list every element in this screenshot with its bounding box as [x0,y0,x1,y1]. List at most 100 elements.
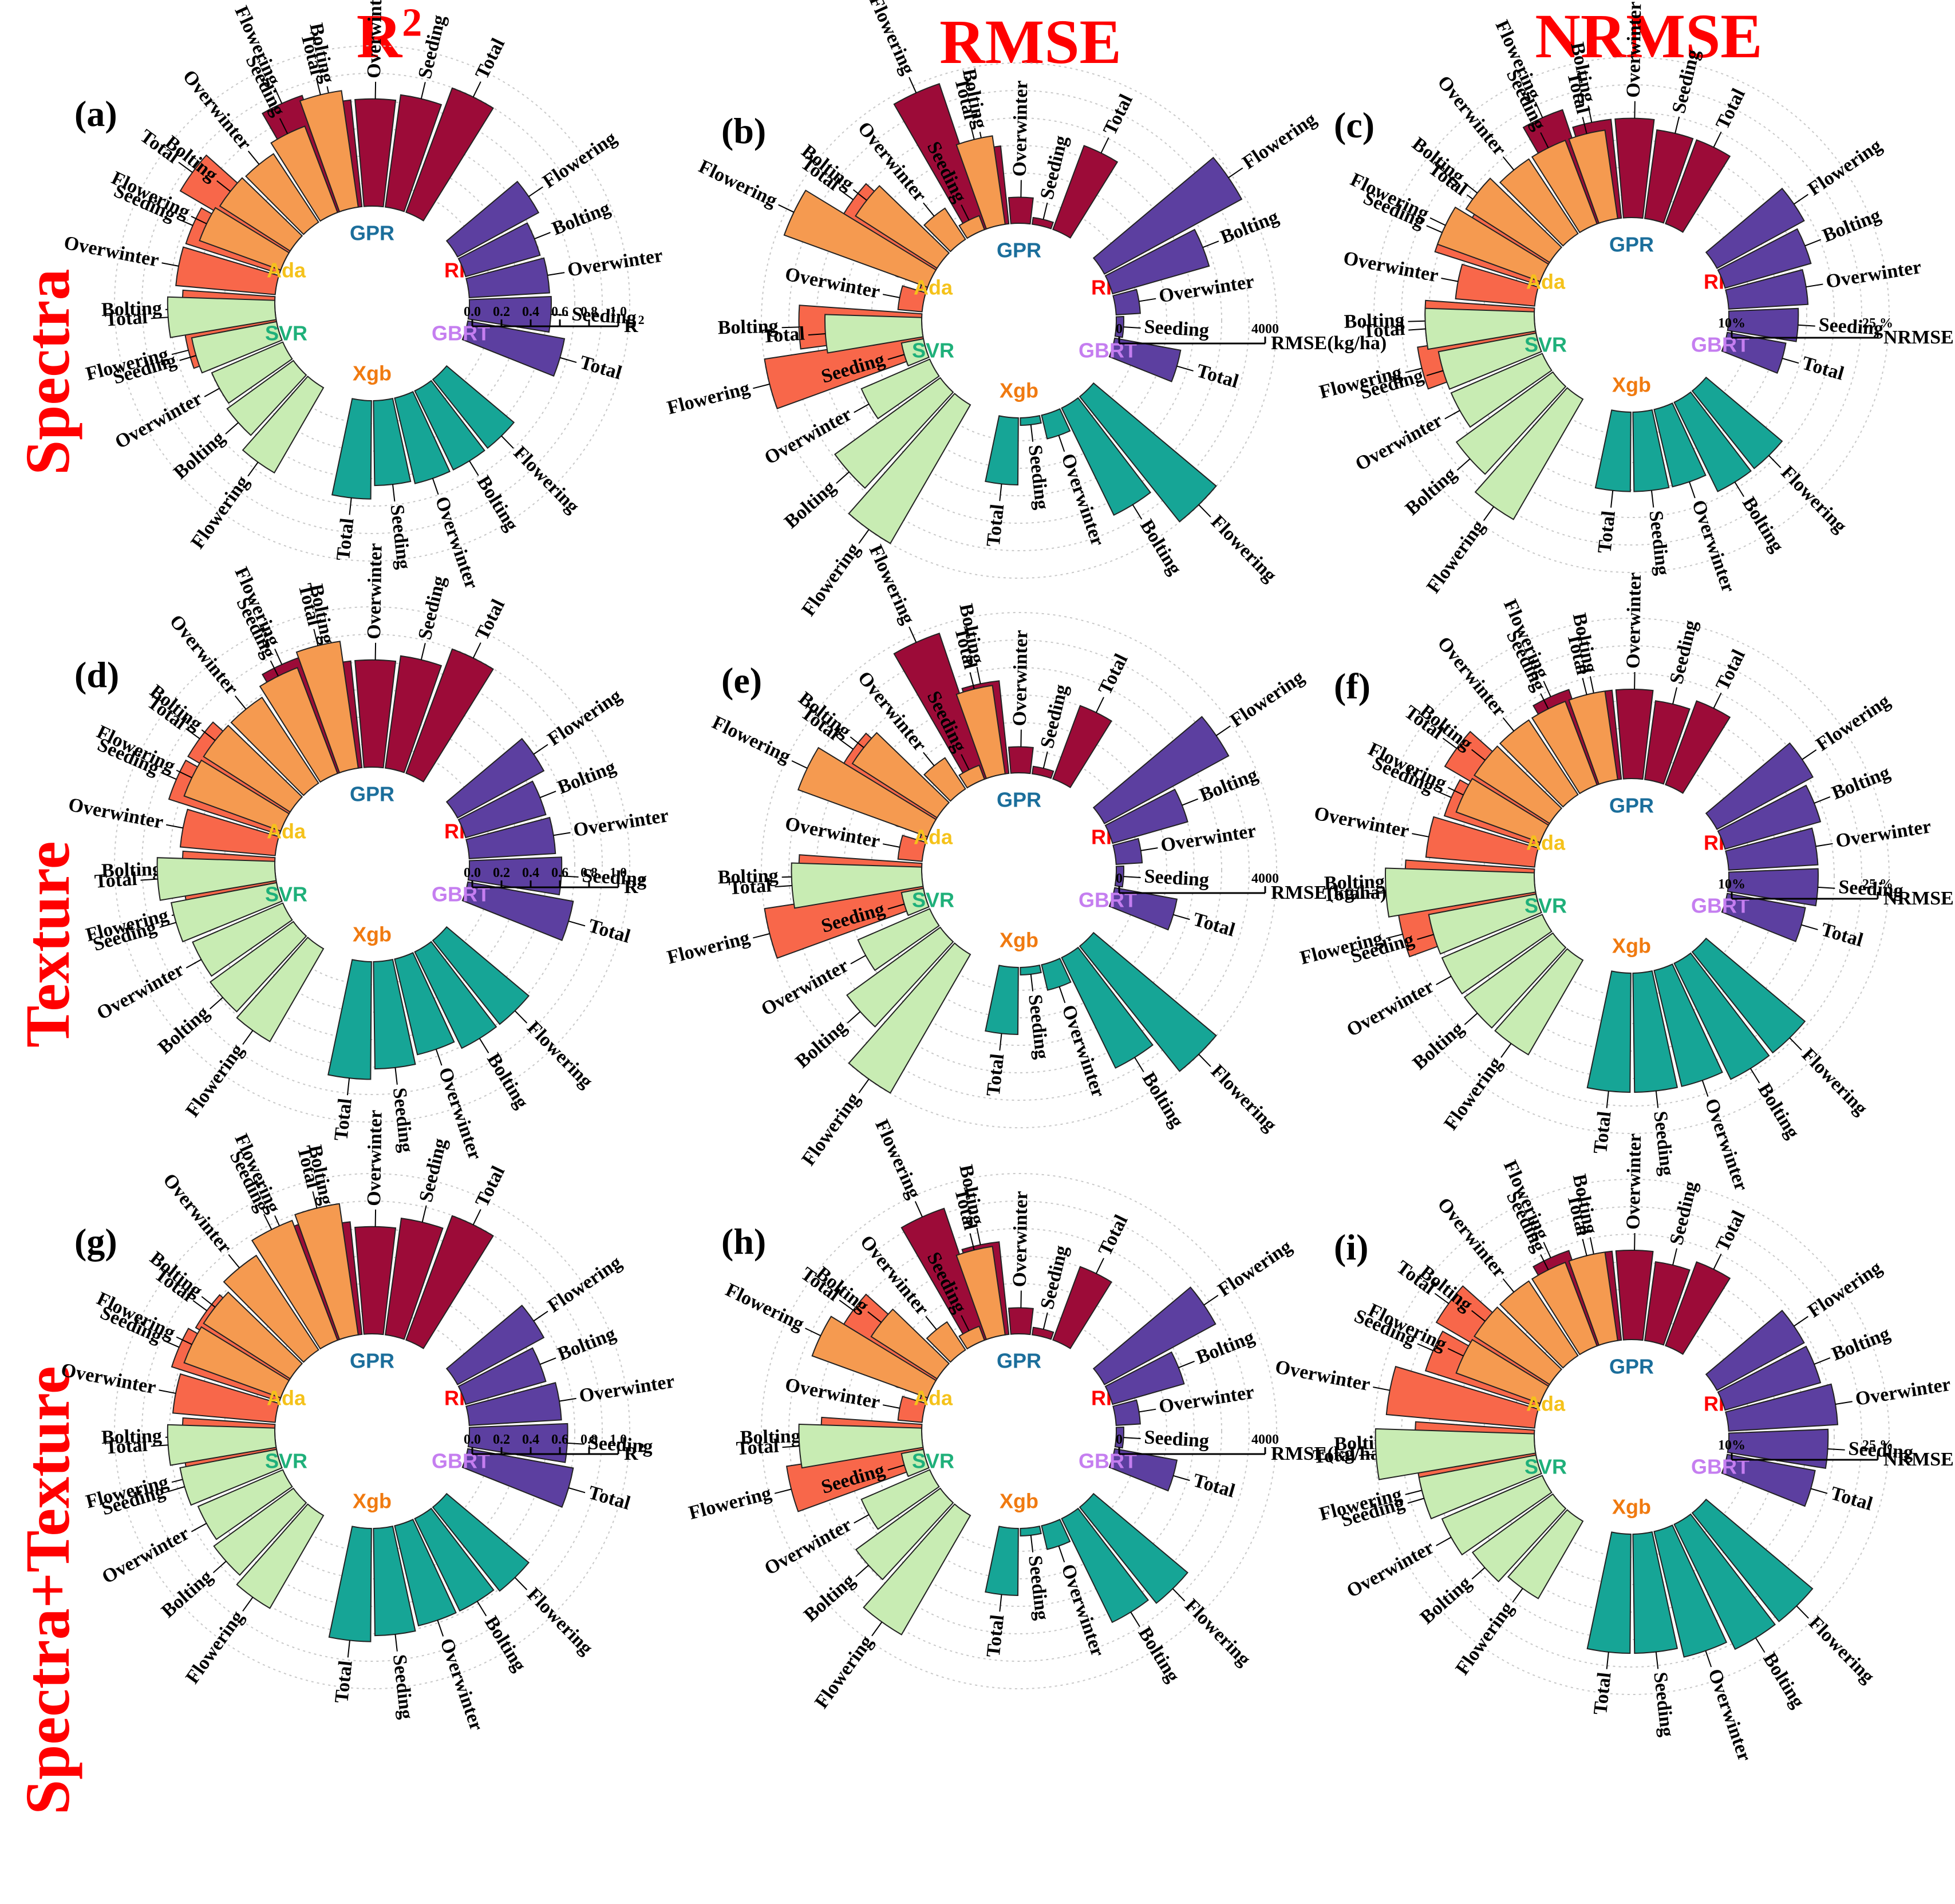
scale-label-sup: 2 [638,874,645,888]
stage-label: Overwinter [1854,1374,1952,1410]
leader-line [1436,975,1452,985]
stage-label: Bolting [483,1049,532,1112]
bar-gbrt-total [1721,331,1787,374]
stage-label: Flowering [865,0,919,78]
bar-ada-overwinter [223,1254,319,1363]
bar-rf-total [1664,139,1731,233]
leader-line [1535,101,1543,118]
bar-gbrt-total [461,320,566,377]
stage-label: Bolting [740,1425,801,1448]
leader-line [1782,358,1799,364]
bar-gbrt-total [461,881,574,941]
stage-label: Flowering [523,1584,597,1659]
grid-circle [141,1200,603,1662]
bar-gbrt-flowering [1705,1309,1805,1391]
leader-line [1202,240,1219,248]
leader-line [140,878,158,881]
bar-ada-bolting [1473,745,1563,824]
bar-ada-flowering [183,1326,290,1399]
leader-line [469,460,479,476]
scale-tick-label: 0.0 [464,866,481,880]
scale-tick-label: 0 [1116,322,1123,337]
bar-gpr-overwinter [1455,263,1539,307]
bar-svr-seeding [1428,893,1542,955]
leader-line [1835,1401,1853,1405]
bar-gbrt-overwinter [1725,827,1819,871]
bar-xgb-flowering [1079,382,1217,523]
leader-line [887,903,905,910]
scale-tick-label: 0.4 [522,305,539,319]
stage-label: Flowering [1812,690,1894,756]
leader-line [472,1209,481,1225]
bar-gbrt-bolting [1717,1345,1822,1411]
leader-line [1582,117,1587,134]
leader-line [1755,1637,1766,1653]
model-label-svr: SVR [912,1449,954,1473]
stage-label: Overwinter [578,1370,676,1407]
leader-line [1789,1037,1802,1051]
stage-label: Total [1095,1211,1132,1259]
bar-gbrt-seeding [1114,315,1124,338]
bar-svr-total [156,857,277,901]
stage-label: Overwinter [364,1109,386,1206]
bar-svr-total [798,1423,924,1469]
leader-line [909,77,917,93]
panel-a: (a)FloweringBoltingOverwinterSeedingTota… [62,0,665,592]
bar-ada-overwinter [926,1321,966,1363]
model-label-gbrt: GBRT [1691,894,1749,918]
stage-label: Total [104,1435,148,1459]
bar-ada-overwinter [230,696,319,796]
stage-label: Overwinter [66,794,165,833]
leader-line [858,1079,870,1093]
bar-rf-seeding [1644,1261,1691,1346]
scale-tick-label: 4000 [1251,871,1279,886]
stage-label: Bolting [717,865,779,888]
bar-svr-overwinter [1441,914,1553,995]
leader-line [1182,798,1199,806]
stage-label: Flowering [1777,462,1851,537]
leader-line [514,1577,528,1590]
stage-label: Total [1828,1483,1875,1515]
stage-label: Overwinter [62,232,161,271]
leader-line [882,843,900,848]
leader-line [1650,490,1654,508]
panel-h: (h)FloweringBoltingOverwinterSeedingTota… [686,1116,1387,1712]
bar-gbrt-total [1721,892,1806,942]
leader-line [1502,156,1515,171]
leader-line [160,772,177,780]
bar-rf-seeding [384,655,443,773]
bar-rf-overwinter [1615,1250,1654,1341]
model-label-gbrt: GBRT [432,883,490,906]
leader-line [805,1328,821,1337]
bar-ada-flowering [1455,1338,1550,1405]
stage-label: Bolting [157,1566,217,1622]
bar-ada-bolting [1465,177,1563,263]
model-label-gpr: GPR [350,783,394,806]
leader-line [242,1030,254,1045]
leader-line [999,1033,1002,1051]
leader-line [887,1464,905,1471]
leader-line [1123,326,1141,329]
leader-line [533,1310,548,1322]
leader-line [247,461,259,477]
scale-tick-label: 10% [1718,1438,1745,1453]
model-label-svr: SVR [265,1449,307,1473]
leader-line [1814,796,1831,804]
scale-tick-label: 0 [1116,1432,1123,1447]
stage-label: Overwinter [1352,410,1446,475]
bar-gbrt-seeding [1114,865,1124,888]
panel-i: (i)FloweringBoltingOverwinterSeedingTota… [1273,1133,1953,1764]
bar-gbrt-bolting [1717,784,1822,850]
bar-gpr-overwinter [897,285,927,313]
stage-label: Bolting [549,197,613,240]
leader-line [871,1621,883,1637]
scale-label: NRMSE [1883,327,1954,348]
model-label-gpr: GPR [350,1349,394,1373]
bar-gbrt-total [1108,1448,1178,1492]
leader-line [1471,1310,1486,1322]
grid-circle [788,90,1250,551]
stage-label: Flowering [187,472,253,552]
bar-xgb-flowering [1079,931,1217,1072]
leader-line [225,422,239,434]
bar-gbrt-bolting [457,222,541,278]
